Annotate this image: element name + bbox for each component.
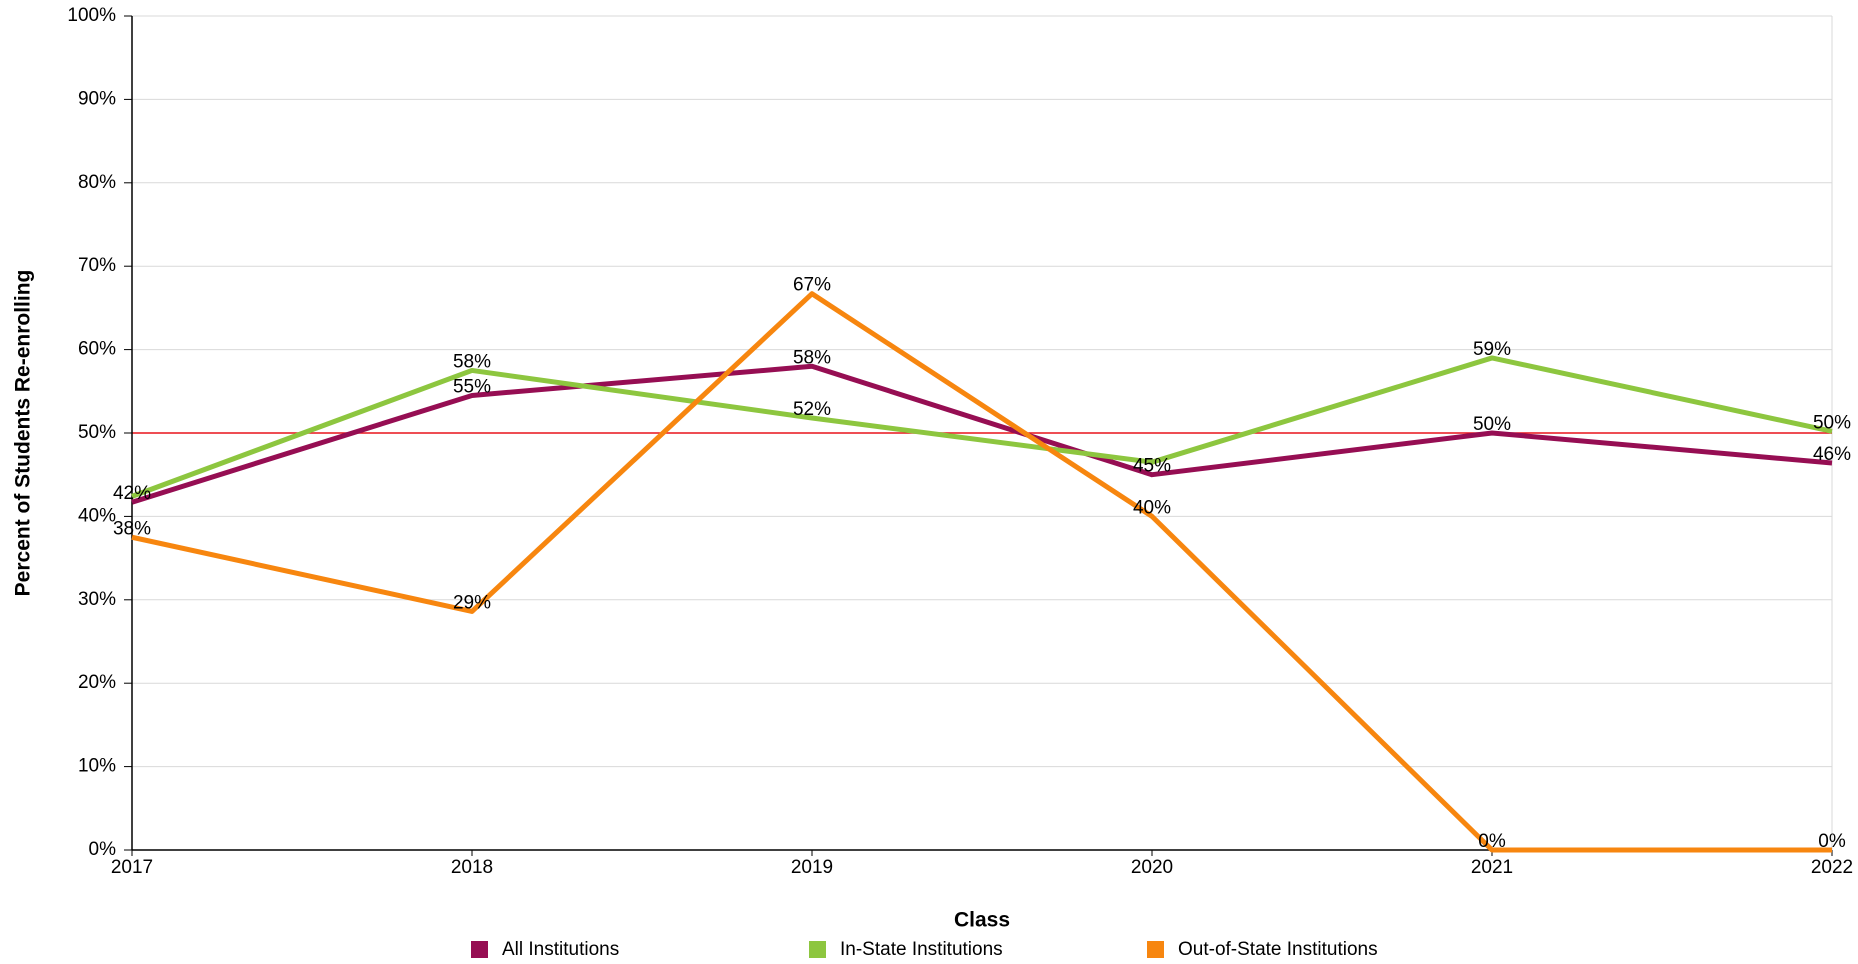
y-tick-label: 80% — [78, 172, 116, 193]
data-label: 40% — [1133, 497, 1171, 518]
data-label: 55% — [453, 376, 491, 397]
data-label: 58% — [793, 347, 831, 368]
data-label: 0% — [1478, 831, 1506, 852]
data-label: 45% — [1133, 456, 1171, 477]
legend-swatch — [1147, 941, 1164, 958]
y-tick-label: 100% — [67, 5, 116, 26]
data-label: 58% — [453, 351, 491, 372]
x-tick-label: 2019 — [791, 857, 833, 878]
x-tick-label: 2022 — [1811, 857, 1853, 878]
data-label: 67% — [793, 275, 831, 296]
x-axis-title: Class — [954, 909, 1010, 932]
y-axis-title: Percent of Students Re-enrolling — [12, 270, 35, 597]
data-label: 50% — [1473, 414, 1511, 435]
data-label: 38% — [113, 518, 151, 539]
y-tick-label: 30% — [78, 589, 116, 610]
x-tick-label: 2021 — [1471, 857, 1513, 878]
legend-swatch — [471, 941, 488, 958]
y-tick-label: 50% — [78, 422, 116, 443]
series-line — [131, 363, 1833, 505]
data-label: 50% — [1813, 412, 1851, 433]
x-tick-label: 2018 — [451, 857, 493, 878]
y-tick-label: 10% — [78, 756, 116, 777]
data-label: 46% — [1813, 444, 1851, 465]
data-label: 42% — [113, 483, 151, 504]
legend-label: In-State Institutions — [840, 939, 1003, 960]
y-tick-label: 40% — [78, 505, 116, 526]
data-label: 0% — [1818, 831, 1846, 852]
x-tick-label: 2020 — [1131, 857, 1173, 878]
data-label: 59% — [1473, 339, 1511, 360]
y-tick-label: 0% — [89, 839, 117, 860]
y-tick-label: 20% — [78, 672, 116, 693]
legend-swatch — [809, 941, 826, 958]
series-line — [131, 355, 1833, 499]
data-label: 29% — [453, 592, 491, 613]
series-line — [131, 291, 1832, 853]
x-tick-label: 2017 — [111, 857, 153, 878]
y-tick-label: 60% — [78, 339, 116, 360]
legend-label: Out-of-State Institutions — [1178, 939, 1378, 960]
y-tick-label: 90% — [78, 88, 116, 109]
y-tick-label: 70% — [78, 255, 116, 276]
legend-label: All Institutions — [502, 939, 619, 960]
data-label: 52% — [793, 399, 831, 420]
